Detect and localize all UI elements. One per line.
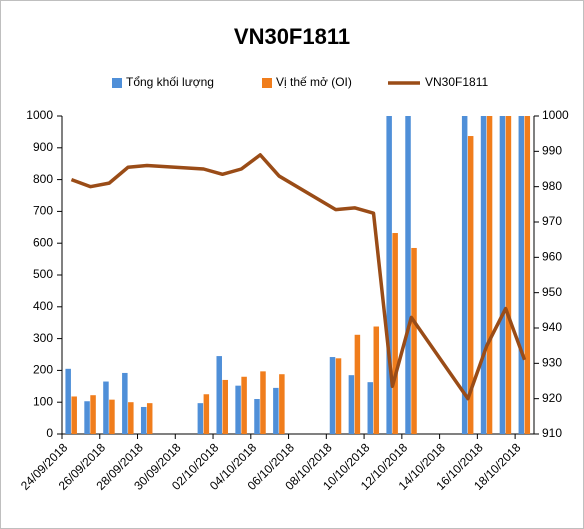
bar — [273, 387, 279, 434]
bar — [335, 358, 342, 434]
legend-label: Vị thế mở (OI) — [276, 75, 352, 89]
bar — [480, 116, 487, 434]
y-tick-label: 200 — [33, 363, 53, 377]
y2-tick-label: 990 — [542, 144, 562, 158]
y-tick-label: 300 — [33, 331, 53, 345]
line — [70, 153, 527, 401]
bar — [524, 116, 531, 434]
bar — [461, 116, 468, 434]
bar — [128, 402, 134, 434]
bar — [354, 334, 361, 434]
y-tick-label: 700 — [33, 204, 53, 218]
bar — [499, 116, 506, 434]
bar — [505, 116, 512, 434]
y-tick-label: 800 — [33, 172, 53, 186]
y2-tick-label: 960 — [542, 250, 562, 264]
bar — [90, 395, 96, 434]
legend: Tổng khối lượng Vị thế mở (OI) VN30F1811 — [112, 75, 488, 89]
bar — [222, 379, 228, 434]
bar — [103, 381, 109, 434]
y2-tick-label: 980 — [542, 179, 562, 193]
legend-label: VN30F1811 — [425, 75, 488, 89]
bar — [486, 116, 493, 434]
bar — [411, 247, 417, 434]
bar — [140, 406, 147, 434]
bar — [197, 403, 204, 434]
y-tick-label: 900 — [33, 140, 53, 154]
y-tick-label: 1000 — [26, 108, 53, 122]
legend-label: Tổng khối lượng — [126, 75, 214, 89]
y2-tick-label: 970 — [542, 214, 562, 228]
bar — [518, 116, 525, 434]
chart-title: VN30F1811 — [234, 24, 350, 49]
y2-tick-label: 920 — [542, 391, 562, 405]
y2-tick-label: 930 — [542, 356, 562, 370]
y2-tick-label: 950 — [542, 285, 562, 299]
bar — [386, 116, 392, 434]
y-tick-label: 400 — [33, 299, 53, 313]
bar — [392, 233, 398, 434]
bar — [216, 356, 222, 434]
bar — [84, 401, 90, 434]
bar — [235, 385, 241, 434]
legend-swatch — [112, 78, 122, 88]
bar — [203, 394, 210, 434]
y-tick-label: 100 — [33, 394, 53, 408]
bar — [65, 368, 71, 434]
bar — [122, 372, 128, 434]
legend-swatch — [262, 78, 272, 88]
bar — [405, 116, 411, 434]
bar — [71, 396, 77, 434]
y-tick-label: 0 — [46, 426, 53, 440]
bar — [146, 403, 153, 434]
y2-tick-label: 1000 — [542, 108, 569, 122]
bar — [329, 357, 336, 434]
bar — [279, 374, 285, 434]
bar — [260, 371, 266, 434]
y-tick-label: 500 — [33, 267, 53, 281]
bar — [241, 376, 247, 434]
y-tick-label: 600 — [33, 235, 53, 249]
bar — [373, 326, 380, 434]
y2-tick-label: 940 — [542, 320, 562, 334]
bar — [467, 136, 474, 434]
bar — [254, 399, 260, 434]
bar — [348, 375, 355, 434]
bar — [109, 399, 115, 434]
y2-tick-label: 910 — [542, 426, 562, 440]
bar — [367, 382, 374, 434]
